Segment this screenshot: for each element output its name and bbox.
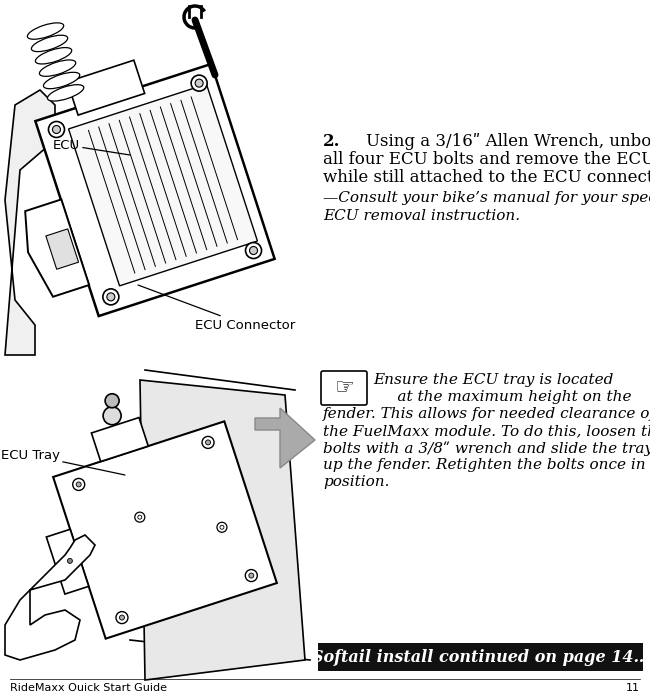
Bar [318, 643, 643, 671]
Text: Using a 3/16ʺ Allen Wrench, unbolt: Using a 3/16ʺ Allen Wrench, unbolt [345, 133, 650, 150]
Text: ☞: ☞ [334, 378, 354, 398]
Circle shape [68, 558, 72, 563]
Polygon shape [25, 200, 89, 296]
Text: ECU: ECU [53, 138, 130, 155]
Text: position.: position. [323, 475, 389, 489]
Text: Softail install continued on page 14…: Softail install continued on page 14… [312, 648, 649, 665]
Circle shape [138, 515, 142, 519]
Text: 2.: 2. [323, 133, 341, 150]
Polygon shape [140, 380, 305, 680]
Circle shape [195, 79, 203, 87]
Text: ECU Tray: ECU Tray [1, 448, 125, 475]
Ellipse shape [31, 35, 68, 52]
Polygon shape [5, 535, 95, 660]
Polygon shape [53, 422, 277, 638]
Text: fender. This allows for needed clearance of: fender. This allows for needed clearance… [323, 407, 650, 421]
Circle shape [116, 612, 128, 623]
Ellipse shape [47, 85, 84, 101]
Polygon shape [46, 229, 79, 269]
Circle shape [107, 293, 115, 301]
Circle shape [250, 247, 257, 254]
Circle shape [103, 407, 121, 425]
Ellipse shape [35, 48, 72, 64]
Polygon shape [92, 417, 148, 462]
Text: Ensure the ECU tray is located: Ensure the ECU tray is located [373, 373, 614, 387]
Text: all four ECU bolts and remove the ECU: all four ECU bolts and remove the ECU [323, 151, 650, 168]
Circle shape [245, 569, 257, 582]
Circle shape [105, 394, 119, 408]
Text: bolts with a 3/8ʺ wrench and slide the tray: bolts with a 3/8ʺ wrench and slide the t… [323, 441, 650, 455]
Text: 11: 11 [626, 683, 640, 691]
Polygon shape [35, 64, 275, 316]
Circle shape [73, 478, 84, 491]
Circle shape [64, 555, 76, 567]
Circle shape [220, 525, 224, 529]
Ellipse shape [40, 60, 76, 76]
Circle shape [103, 289, 119, 305]
Ellipse shape [27, 23, 64, 39]
Text: up the fender. Retighten the bolts once in: up the fender. Retighten the bolts once … [323, 458, 645, 472]
Circle shape [246, 243, 261, 258]
Polygon shape [46, 529, 88, 594]
Circle shape [205, 440, 211, 445]
Polygon shape [68, 84, 257, 286]
Text: ECU removal instruction.: ECU removal instruction. [323, 209, 520, 223]
Circle shape [76, 482, 81, 487]
Polygon shape [67, 60, 145, 115]
FancyBboxPatch shape [321, 371, 367, 405]
Text: ECU Connector: ECU Connector [138, 285, 295, 332]
Text: at the maximum height on the: at the maximum height on the [373, 390, 632, 404]
Circle shape [249, 573, 254, 578]
Circle shape [191, 75, 207, 91]
Ellipse shape [44, 73, 80, 88]
Polygon shape [255, 408, 315, 468]
Circle shape [49, 122, 64, 138]
Circle shape [53, 126, 60, 133]
Circle shape [202, 437, 214, 448]
Text: the FuelMaxx module. To do this, loosen the: the FuelMaxx module. To do this, loosen … [323, 424, 650, 438]
Circle shape [217, 522, 227, 532]
Polygon shape [5, 90, 55, 355]
Text: —Consult your bike’s manual for your specific: —Consult your bike’s manual for your spe… [323, 191, 650, 205]
Circle shape [135, 512, 145, 522]
Circle shape [120, 615, 124, 620]
Text: RideMaxx Quick Start Guide: RideMaxx Quick Start Guide [10, 683, 167, 691]
Text: while still attached to the ECU connector.: while still attached to the ECU connecto… [323, 169, 650, 186]
